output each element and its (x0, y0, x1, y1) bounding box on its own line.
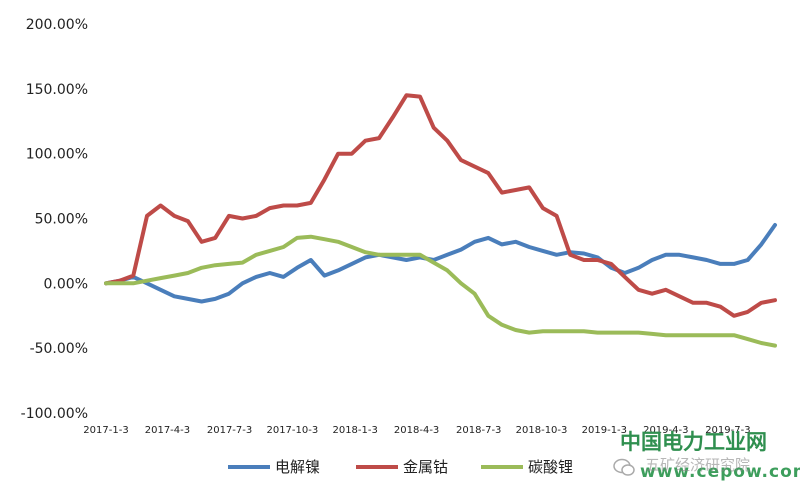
legend: 电解镍 金属钴 碳酸锂 (228, 458, 573, 476)
x-tick-label: 2019-7-3 (705, 425, 750, 436)
watermark-site: www.cepow.com (640, 462, 800, 482)
watermark-subtitle: 五矿经济研究院 (645, 456, 750, 474)
series-line-1 (104, 93, 777, 318)
y-tick-label: 200.00% (26, 17, 88, 33)
y-tick-label: -100.00% (21, 406, 88, 422)
wechat-icon (613, 458, 635, 476)
series-line-2 (104, 234, 777, 348)
x-tick-label: 2019-4-3 (643, 425, 688, 436)
y-tick-label: 100.00% (26, 147, 88, 163)
x-tick-label: 2017-7-3 (207, 425, 252, 436)
x-tick-label: 2018-7-3 (456, 425, 501, 436)
y-tick-label: 0.00% (44, 276, 88, 292)
x-tick-label: 2019-1-3 (582, 425, 627, 436)
y-tick-label: 50.00% (35, 212, 88, 228)
legend-label-0: 电解镍 (275, 458, 320, 476)
x-tick-label: 2017-4-3 (145, 425, 190, 436)
series-line-0 (104, 223, 777, 304)
legend-label-2: 碳酸锂 (528, 458, 573, 476)
y-tick-label: -50.00% (30, 341, 88, 357)
x-tick-label: 2018-4-3 (394, 425, 439, 436)
watermark: 中国电力工业网 www.cepow.com 五矿经济研究院 (613, 430, 800, 482)
x-axis-ticks: 2017-1-3 2017-4-3 2017-7-3 2017-10-3 2018-1-… (83, 425, 750, 436)
x-tick-label: 2017-10-3 (266, 425, 318, 436)
x-tick-label: 2018-1-3 (332, 425, 377, 436)
x-tick-label: 2017-1-3 (83, 425, 128, 436)
x-tick-label: 2018-10-3 (516, 425, 568, 436)
y-axis-ticks: -100.00% -50.00% 0.00% 50.00% 100.00% 150.00%… (21, 17, 88, 422)
watermark-text-cn: 中国电力工业网 (620, 430, 767, 454)
series-lines (104, 93, 777, 348)
legend-label-1: 金属钴 (403, 458, 448, 476)
y-tick-label: 150.00% (26, 82, 88, 98)
